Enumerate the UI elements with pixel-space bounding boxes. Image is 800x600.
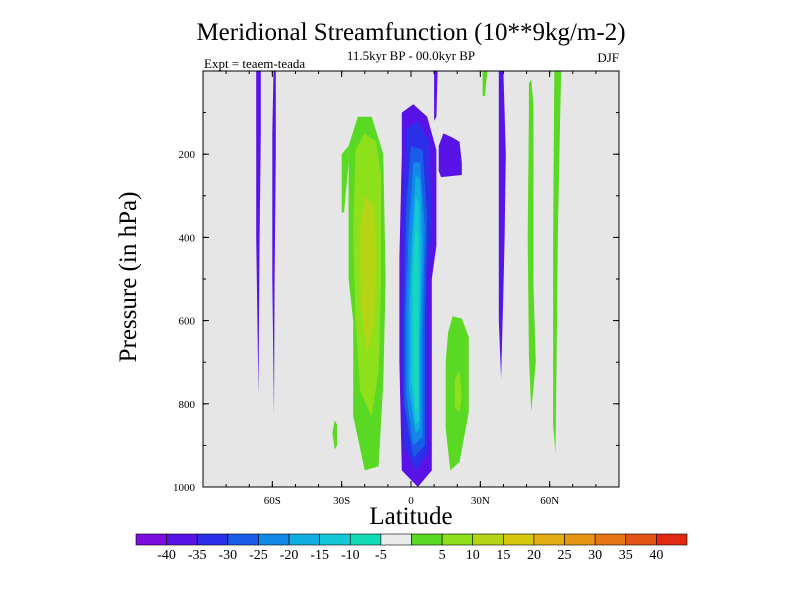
colorbar-box: [625, 533, 657, 546]
colorbar-label: -40: [157, 548, 176, 563]
contour-region-17: [498, 71, 506, 379]
y-tick-label: 1000: [173, 482, 196, 494]
colorbar-label: -10: [341, 548, 360, 563]
colorbar-label: 35: [619, 548, 633, 563]
colorbar-box: [472, 533, 504, 546]
colorbar-box: [380, 533, 412, 546]
contour-region-19: [482, 71, 488, 96]
colorbar-box: [288, 533, 320, 546]
colorbar: -40 -35 -30 -25 -20 -15 -10 -5 5 10 15 20 25 30 35 40: [135, 533, 688, 563]
x-tick-label: 60N: [540, 495, 559, 507]
contour-region-3: [341, 145, 349, 213]
colorbar-label: 20: [527, 548, 541, 563]
colorbar-label: 15: [496, 548, 510, 563]
contour-region-14: [438, 133, 462, 178]
colorbar-box: [135, 533, 167, 546]
y-tick-label: 800: [179, 399, 196, 411]
x-axis-ticks: 60S 30S 0 30N 60N: [202, 71, 620, 507]
colorbar-box: [319, 533, 351, 546]
contour-region-18: [434, 71, 438, 121]
contour-region-4: [332, 420, 337, 450]
y-tick-label: 600: [179, 316, 196, 328]
chart-title: Meridional Streamfunction (10**9kg/m-2): [196, 19, 625, 46]
experiment-label: Expt = teaem-teada: [204, 56, 305, 71]
plot-area: 60S 30S 0 30N 60N 200 400 600 800 1000: [173, 70, 620, 507]
colorbar-label: 5: [439, 548, 446, 563]
colorbar-box: [503, 533, 535, 546]
colorbar-box: [227, 533, 259, 546]
contour-region-20: [527, 79, 536, 413]
colorbar-box: [258, 533, 290, 546]
colorbar-label: -5: [375, 548, 387, 563]
x-tick-label: 0: [408, 495, 414, 507]
colorbar-box: [564, 533, 596, 546]
colorbar-label: -25: [249, 548, 268, 563]
x-tick-label: 30N: [471, 495, 490, 507]
colorbar-box: [656, 533, 688, 546]
contour-region-16: [454, 370, 462, 413]
x-tick-label: 60S: [264, 495, 281, 507]
contour-region-13: [413, 229, 418, 413]
colorbar-label: -15: [310, 548, 329, 563]
colorbar-label: 10: [466, 548, 480, 563]
season-label: DJF: [597, 50, 619, 65]
contour-region-1: [272, 71, 276, 417]
x-axis-label: Latitude: [369, 503, 452, 530]
colorbar-label: 40: [649, 548, 663, 563]
colorbar-box: [533, 533, 565, 546]
colorbar-box: [166, 533, 198, 546]
colorbar-label: -30: [218, 548, 237, 563]
colorbar-label: -35: [188, 548, 207, 563]
colorbar-label: 30: [588, 548, 602, 563]
colorbar-label: -20: [280, 548, 299, 563]
x-tick-label: 30S: [333, 495, 350, 507]
contour-fills: [256, 71, 562, 488]
contour-region-6: [360, 195, 377, 354]
y-axis-label: Pressure (in hPa): [115, 192, 142, 363]
colorbar-box: [196, 533, 229, 546]
y-axis-ticks: 200 400 600 800 1000: [173, 112, 619, 494]
contour-region-0: [256, 71, 261, 396]
colorbar-label: 25: [558, 548, 572, 563]
colorbar-box: [349, 533, 382, 546]
chart-subtitle: 11.5kyr BP - 00.0kyr BP: [347, 48, 475, 63]
colorbar-box: [441, 533, 474, 546]
y-tick-label: 200: [179, 149, 196, 161]
y-tick-label: 400: [179, 232, 196, 244]
colorbar-box: [411, 533, 443, 546]
colorbar-box: [594, 533, 627, 546]
contour-region-21: [553, 71, 562, 454]
